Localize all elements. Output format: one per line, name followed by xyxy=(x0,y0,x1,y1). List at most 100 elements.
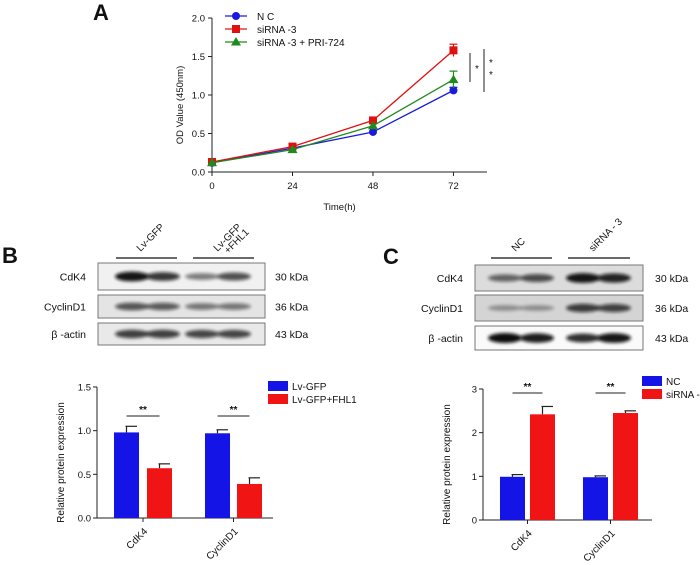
y-axis-label: Relative protein expression xyxy=(442,404,453,525)
y-tick-label: 2.0 xyxy=(192,14,205,25)
bar xyxy=(114,432,139,518)
series-line xyxy=(211,49,454,163)
western-blot-c: NC siRNA - 3 CdK4 30 kDa CyclinD1 36 kDa β -ac… xyxy=(421,216,688,351)
protein-band xyxy=(520,274,554,282)
bar xyxy=(583,477,608,520)
panel-letter-c: C xyxy=(383,244,399,269)
data-point xyxy=(367,120,378,130)
y-tick-label: 2 xyxy=(472,428,477,439)
line-chart-a: 0.0 0.5 1.0 1.5 2.0 0 24 48 72 Time(h) OD Value (4… xyxy=(175,12,493,213)
bar xyxy=(500,476,525,520)
bar xyxy=(205,433,230,518)
protein-band xyxy=(566,273,600,283)
legend-label: Lv-GFP+FHL1 xyxy=(292,395,357,406)
lane-group-label: Lv-GFP xyxy=(135,222,167,254)
y-tick-label: 1.0 xyxy=(192,91,205,102)
blot-membrane xyxy=(97,322,266,346)
y-tick-label: 0.5 xyxy=(78,470,91,481)
y-axis-label: OD Value (450nm) xyxy=(175,66,186,145)
x-tick-label: CdK4 xyxy=(509,528,535,554)
protein-band xyxy=(217,329,251,339)
y-tick-label: 1 xyxy=(472,472,477,483)
protein-band xyxy=(488,333,522,343)
lane-group-label: NC xyxy=(510,236,528,254)
protein-band xyxy=(185,273,219,280)
x-axis-label: Time(h) xyxy=(323,202,355,213)
data-point xyxy=(287,144,298,154)
protein-band xyxy=(566,303,600,313)
x-tick-label: CdK4 xyxy=(125,526,151,552)
protein-band xyxy=(217,303,251,310)
legend-label: NC xyxy=(666,377,680,388)
legend-swatch xyxy=(268,394,288,404)
x-tick-label: 0 xyxy=(209,181,214,192)
data-point xyxy=(207,157,217,167)
y-axis-label: Relative protein expression xyxy=(56,402,67,523)
lane-group-label: siRNA - 3 xyxy=(587,216,625,254)
molecular-weight-label: 43 kDa xyxy=(655,333,688,345)
series-line xyxy=(211,89,454,164)
protein-band xyxy=(566,333,600,343)
x-tick-label: 24 xyxy=(287,181,298,192)
lane-group-label-line: siRNA - 3 xyxy=(587,216,625,254)
protein-band xyxy=(488,305,522,311)
y-tick-label: 0 xyxy=(472,516,477,527)
lane-group-label-line: Lv-GFP xyxy=(135,222,167,254)
bar-chart-c: 0 1 2 3 Relative protein expression CdK4 ** Cyc… xyxy=(442,376,700,564)
legend-swatch xyxy=(268,381,288,391)
y-tick-label: 0.5 xyxy=(192,129,205,140)
molecular-weight-label: 43 kDa xyxy=(275,329,308,341)
legend-label: siRNA - 3 xyxy=(666,390,700,401)
protein-band xyxy=(115,271,149,282)
molecular-weight-label: 36 kDa xyxy=(655,303,688,315)
protein-band xyxy=(597,273,631,283)
molecular-weight-label: 30 kDa xyxy=(655,273,688,285)
molecular-weight-label: 36 kDa xyxy=(275,302,308,314)
protein-band xyxy=(146,329,180,339)
protein-band xyxy=(115,329,149,339)
protein-label: CyclinD1 xyxy=(44,302,86,314)
bar xyxy=(613,413,638,520)
significance-label: ** xyxy=(230,405,238,416)
bar-chart-b: 0.0 0.5 1.0 1.5 Relative protein expression C… xyxy=(56,381,357,562)
bar xyxy=(147,468,172,518)
protein-label: CdK4 xyxy=(60,272,86,284)
protein-label: β -actin xyxy=(428,333,463,345)
protein-band xyxy=(597,303,631,313)
legend-marker xyxy=(232,12,240,20)
data-point xyxy=(449,86,458,95)
legend-label: siRNA -3 xyxy=(257,25,297,36)
protein-band xyxy=(185,303,219,310)
legend-swatch xyxy=(642,376,662,386)
x-tick-label: 48 xyxy=(368,181,379,192)
bar xyxy=(530,414,555,520)
protein-label: CdK4 xyxy=(437,273,463,285)
lane-group-label-line: NC xyxy=(510,236,528,254)
data-point xyxy=(368,116,377,125)
y-tick-label: 1.5 xyxy=(192,52,205,63)
panel-letter-a: A xyxy=(93,0,109,25)
legend-marker xyxy=(231,37,241,46)
significance-label: ** xyxy=(524,382,532,393)
protein-band xyxy=(146,272,180,281)
legend-label: Lv-GFP xyxy=(292,382,327,393)
series-line xyxy=(211,79,454,164)
bar xyxy=(237,483,262,518)
protein-band xyxy=(115,302,149,311)
y-tick-label: 3 xyxy=(472,385,477,396)
data-point xyxy=(449,46,458,55)
protein-band xyxy=(520,305,554,311)
significance-label: * xyxy=(489,58,493,69)
molecular-weight-label: 30 kDa xyxy=(275,272,308,284)
protein-band xyxy=(185,329,219,339)
legend-label: siRNA -3 + PRI-724 xyxy=(257,38,345,49)
y-tick-label: 0.0 xyxy=(78,514,91,525)
data-point xyxy=(448,74,459,84)
significance-label: ** xyxy=(139,405,147,416)
x-tick-label: CyclinD1 xyxy=(582,528,618,564)
protein-band xyxy=(488,274,522,282)
significance-label: * xyxy=(475,64,479,75)
protein-band xyxy=(146,302,180,311)
protein-band xyxy=(520,333,554,343)
y-tick-label: 1.0 xyxy=(78,426,91,437)
